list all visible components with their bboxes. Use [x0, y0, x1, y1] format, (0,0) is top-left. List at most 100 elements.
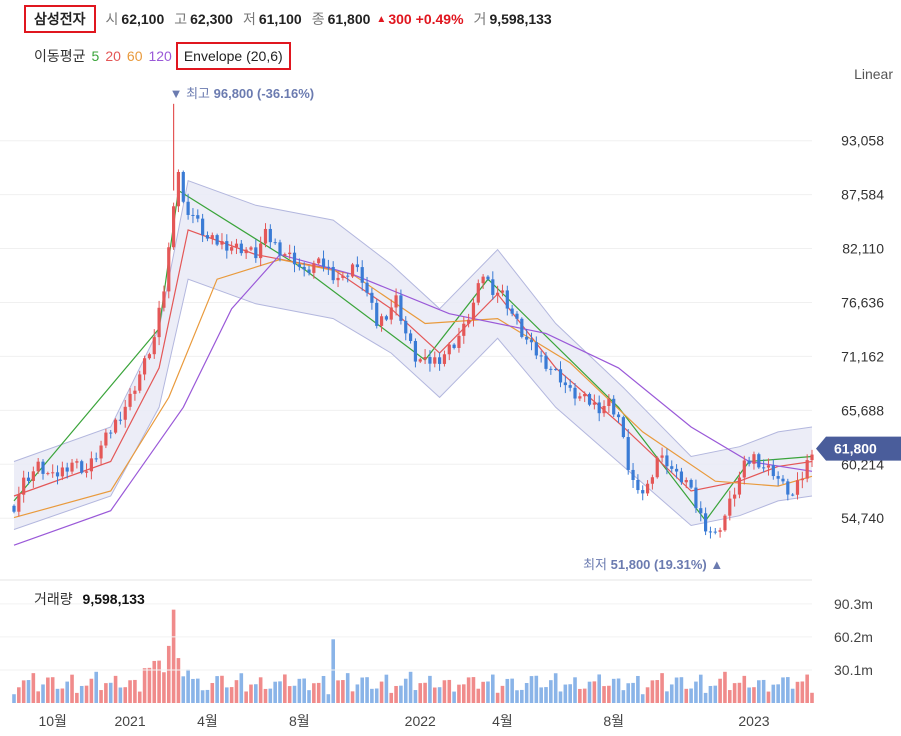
- candle-body: [433, 357, 437, 364]
- volume-bar: [399, 685, 403, 703]
- up-arrow-icon: ▲: [376, 13, 387, 25]
- volume-bar: [394, 685, 398, 703]
- volume-bar: [70, 674, 74, 703]
- candle-body: [587, 393, 592, 405]
- volume-bar: [698, 674, 703, 703]
- volume-bar: [573, 677, 577, 703]
- candle-body: [123, 406, 127, 420]
- close-label: 종: [311, 11, 325, 27]
- candle-body: [375, 302, 379, 326]
- candle-body: [94, 458, 98, 460]
- candle-body: [263, 228, 268, 244]
- envelope-indicator[interactable]: Envelope (20,6): [175, 42, 291, 70]
- candle-body: [142, 358, 147, 375]
- volume-bar: [486, 681, 490, 703]
- volume-bar: [645, 687, 650, 703]
- volume-bar: [181, 676, 186, 703]
- volume-bar: [312, 683, 316, 703]
- candle-body: [104, 432, 108, 446]
- candle-body: [665, 455, 669, 467]
- volume-bar: [636, 675, 640, 703]
- candle-body: [544, 355, 548, 369]
- candle-body: [234, 243, 239, 248]
- moving-average-label[interactable]: 이동평균: [34, 48, 86, 64]
- volume-bar: [689, 688, 693, 703]
- candle-body: [689, 479, 693, 488]
- candle-body: [757, 454, 761, 468]
- ma120-label[interactable]: 120: [148, 48, 172, 64]
- candle-body: [626, 437, 630, 470]
- volume-bar: [491, 674, 495, 703]
- ma5-label[interactable]: 5: [91, 48, 100, 64]
- candle-body: [471, 302, 476, 320]
- candles: [12, 103, 814, 539]
- candle-body: [326, 266, 330, 268]
- candle-body: [413, 340, 418, 362]
- volume-bar: [437, 687, 442, 703]
- volume-bar: [408, 671, 413, 703]
- stock-name[interactable]: 삼성전자: [24, 5, 96, 33]
- volume-axis: 90.3m 60.2m 30.1m: [0, 596, 873, 678]
- time-tick-label: 4월: [492, 713, 513, 729]
- candle-body: [520, 318, 524, 337]
- volume-bar: [737, 682, 742, 703]
- candle-body: [278, 242, 282, 256]
- candle-body: [728, 498, 732, 516]
- time-tick-label: 2023: [738, 713, 769, 729]
- volume-bar: [31, 673, 36, 703]
- candle-body: [55, 472, 60, 477]
- candle-body: [65, 467, 69, 472]
- volume-bar: [225, 687, 229, 703]
- volume-value: 9,598,133: [489, 11, 552, 27]
- ma60-label[interactable]: 60: [126, 48, 143, 64]
- volume-bar: [36, 691, 40, 703]
- candle-body: [602, 406, 606, 414]
- ma20-label[interactable]: 20: [105, 48, 121, 64]
- candle-body: [283, 254, 287, 256]
- volume-bar: [776, 684, 780, 703]
- volume-bar: [176, 658, 181, 703]
- volume-bar: [374, 688, 379, 703]
- volume-bar: [41, 684, 45, 703]
- volume-bar: [539, 687, 543, 703]
- candle-body: [244, 249, 248, 254]
- volume-bar: [766, 691, 771, 703]
- volume-bar: [510, 678, 514, 703]
- volume-bar: [157, 660, 161, 703]
- candle-body: [162, 291, 166, 308]
- volume-bar: [17, 687, 21, 703]
- candle-body: [810, 454, 814, 461]
- candle-body: [554, 369, 558, 371]
- volume-bar: [471, 677, 476, 703]
- high-label: 고: [174, 11, 188, 27]
- volume-panel-value: 9,598,133: [83, 591, 145, 607]
- volume-bar: [757, 680, 761, 703]
- volume-bar: [210, 683, 215, 703]
- high-annotation: ▼ 최고 96,800 (-36.16%): [170, 86, 314, 101]
- volume-bar: [321, 675, 326, 703]
- volume-bar: [345, 673, 350, 703]
- volume-bar: [413, 690, 418, 703]
- candle-body: [196, 215, 200, 219]
- volume-bar: [602, 686, 606, 703]
- volume-bar: [452, 691, 456, 703]
- volume-bar: [592, 681, 597, 703]
- volume-bar: [520, 689, 524, 703]
- volume-bar: [476, 688, 481, 703]
- volume-bar: [549, 680, 553, 703]
- candle-body: [201, 218, 205, 236]
- volume-bar: [137, 691, 142, 703]
- quote-row: 삼성전자 시 62,100 고 62,300 저 61,100 종 61,800…: [0, 5, 552, 33]
- candle-body: [597, 402, 601, 414]
- price-tick-label: 87,584: [841, 187, 884, 203]
- volume-bar: [234, 680, 239, 703]
- volume-bar: [50, 677, 55, 703]
- time-tick-label: 8월: [289, 713, 310, 729]
- volume-bar: [200, 690, 205, 703]
- scale-mode-toggle[interactable]: Linear: [854, 66, 893, 82]
- candle-body: [80, 461, 84, 473]
- volume-tick-label: 60.2m: [834, 629, 873, 645]
- volume-label: 거: [473, 11, 487, 27]
- price-tick-label: 76,636: [841, 294, 884, 310]
